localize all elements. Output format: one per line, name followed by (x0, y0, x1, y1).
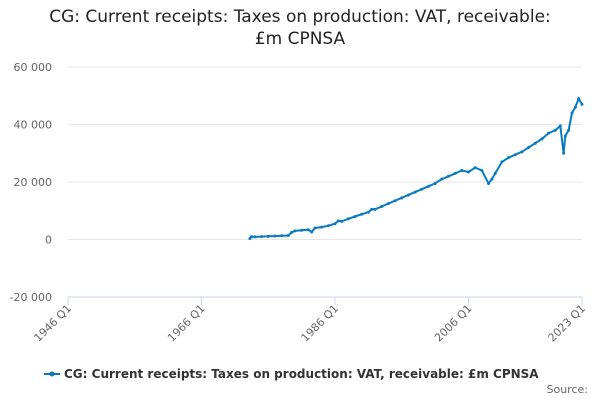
y-tick-label: 0 (45, 234, 52, 247)
point (400, 196, 404, 200)
point (310, 230, 314, 234)
point (563, 134, 567, 138)
point (490, 177, 494, 181)
legend-label: CG: Current receipts: Taxes on productio… (64, 367, 539, 381)
point (366, 210, 370, 214)
point (250, 235, 254, 239)
source: Source: (547, 383, 589, 396)
point (373, 207, 377, 211)
point (326, 224, 330, 228)
point (433, 181, 437, 185)
point (290, 230, 294, 234)
point (300, 228, 304, 232)
point (553, 128, 557, 132)
point (480, 169, 484, 172)
point (406, 193, 410, 197)
point (273, 234, 277, 238)
point (336, 219, 340, 223)
x-tick-label: 2006 Q1 (432, 302, 475, 345)
point (580, 102, 584, 106)
x-tick-label: 1986 Q1 (299, 302, 342, 345)
point (420, 187, 424, 191)
point (440, 177, 444, 181)
point (413, 190, 417, 194)
point (248, 237, 252, 241)
y-tick-label: 60 000 (14, 61, 53, 74)
point (547, 131, 551, 135)
point (460, 169, 464, 172)
point (393, 199, 397, 203)
point (467, 170, 471, 174)
y-tick-label: 20 000 (14, 176, 53, 189)
point (533, 141, 537, 145)
point (527, 146, 531, 149)
point (558, 124, 562, 128)
point (500, 160, 504, 164)
point (340, 219, 344, 223)
point (567, 128, 571, 132)
point (513, 153, 517, 157)
point (370, 207, 374, 211)
point (306, 228, 310, 232)
point (333, 222, 337, 226)
legend-marker (49, 371, 55, 377)
point (313, 226, 317, 230)
point (266, 234, 270, 238)
point (573, 105, 577, 109)
point (253, 235, 257, 239)
y-tick-label: 40 000 (14, 119, 53, 132)
point (280, 234, 284, 238)
point (320, 225, 324, 229)
point (286, 233, 290, 237)
point (520, 150, 524, 154)
point (353, 215, 357, 218)
point (540, 137, 544, 141)
x-tick-label: 2023 Q1 (546, 302, 589, 345)
point (507, 156, 511, 160)
x-tick-label: 1966 Q1 (165, 302, 208, 345)
point (487, 181, 491, 185)
point (360, 212, 364, 216)
chart-title: CG: Current receipts: Taxes on productio… (49, 7, 551, 49)
point (453, 171, 457, 175)
point (493, 171, 497, 175)
y-tick-label: -20 000 (10, 291, 52, 304)
point (473, 166, 477, 170)
x-tick-label: 1946 Q1 (32, 302, 75, 345)
point (293, 229, 297, 233)
point (446, 174, 450, 178)
point (562, 151, 566, 155)
point (260, 235, 264, 239)
point (426, 184, 430, 188)
point (346, 217, 350, 221)
point (380, 204, 384, 208)
line (249, 96, 583, 240)
point (577, 97, 581, 101)
point (570, 111, 574, 115)
point (386, 202, 390, 206)
